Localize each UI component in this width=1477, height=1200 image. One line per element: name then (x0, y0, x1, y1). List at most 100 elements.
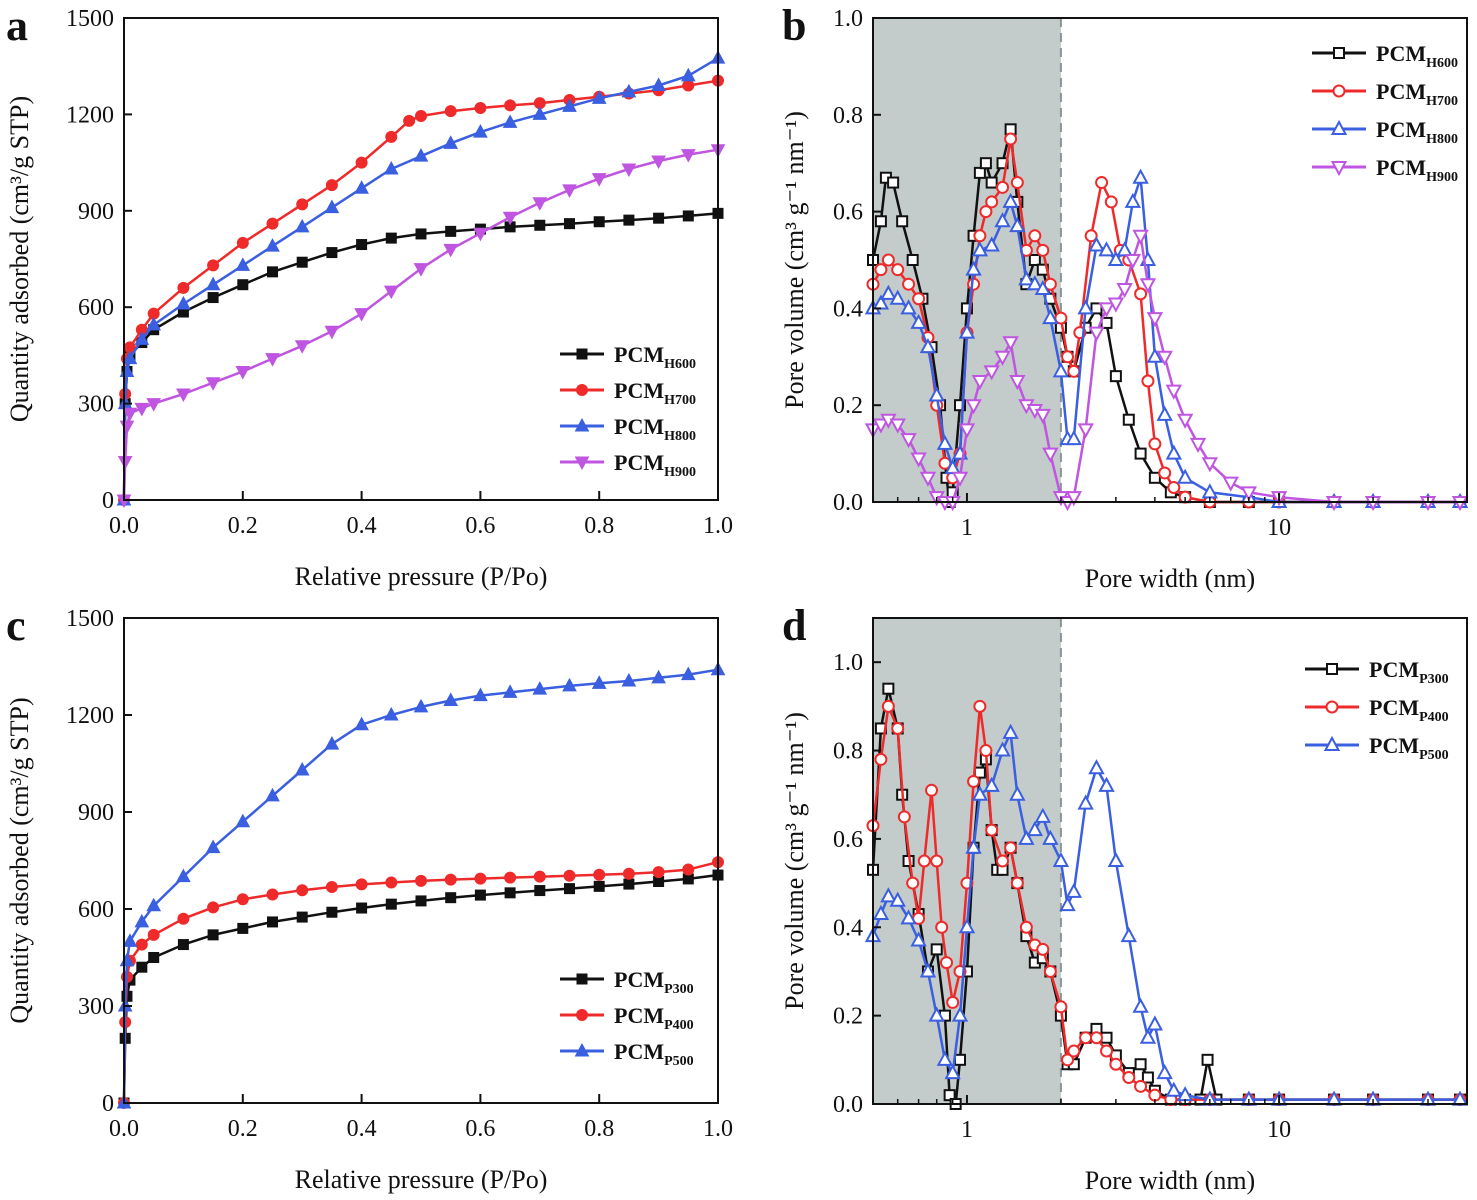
series-H800 (116, 50, 726, 506)
legend-marker (1330, 119, 1348, 135)
data-point (385, 130, 398, 143)
data-point (944, 1063, 961, 1080)
data-point (296, 198, 309, 211)
data-point (1146, 312, 1164, 328)
data-point (1116, 241, 1133, 257)
data-point (1042, 447, 1059, 463)
data-point (994, 741, 1011, 757)
data-point (1098, 241, 1115, 257)
data-point (504, 887, 516, 899)
data-point (403, 114, 416, 127)
data-point (1079, 1031, 1093, 1045)
data-point (236, 893, 249, 906)
series-P500 (864, 723, 1469, 1106)
data-point (385, 876, 398, 889)
data-point (1009, 375, 1026, 391)
panel-letter: b (782, 1, 806, 50)
data-point (906, 876, 920, 890)
data-point (1009, 217, 1026, 233)
data-point (1052, 851, 1070, 867)
data-point (1034, 807, 1051, 823)
data-point (623, 214, 635, 226)
data-point (1107, 297, 1125, 313)
legend: PCMP300 PCMP400 PCMP500 (1305, 657, 1449, 763)
panel-letter: d (782, 601, 806, 650)
data-point (682, 79, 695, 92)
legend-label: PCMP300 (614, 967, 694, 997)
y-tick-label: 900 (78, 800, 114, 826)
data-point (1134, 287, 1148, 301)
data-point (912, 292, 926, 306)
y-tick-label: 0.0 (833, 490, 863, 516)
x-tick-label: 0.4 (347, 1116, 377, 1142)
data-point (996, 854, 1010, 868)
data-point (415, 895, 427, 907)
data-point (146, 398, 162, 412)
legend-label: PCMH700 (1376, 79, 1458, 109)
y-axis-title: Quantity adsorbed (cm³/g STP) (5, 96, 34, 422)
series-P400 (118, 856, 724, 1109)
data-point (502, 211, 518, 226)
data-point (134, 913, 150, 928)
data-point (564, 218, 575, 230)
plot-frame (872, 617, 1468, 1105)
data-point (1148, 471, 1161, 484)
data-point (1088, 326, 1105, 342)
data-point (1002, 192, 1019, 208)
x-axis-title: Relative pressure (P/Po) (295, 562, 548, 591)
legend-item-H700: PCMH700 (1312, 79, 1458, 109)
data-point (1109, 1057, 1123, 1071)
series-H800 (864, 168, 1469, 508)
series-H700 (118, 74, 724, 506)
legend-marker (1333, 47, 1345, 59)
data-point (1156, 1063, 1173, 1080)
data-point (1036, 243, 1050, 257)
legend-label: PCMP400 (1369, 695, 1449, 725)
data-point (960, 302, 973, 315)
data-point (651, 155, 666, 170)
data-point (889, 418, 906, 434)
data-point (119, 420, 135, 435)
data-point (935, 920, 949, 934)
panel-c: 0 300 600 900 1200 1500 0.0 0.2 0.4 0.6 0.8 1.0 Rela… (5, 601, 733, 1194)
data-point (1077, 299, 1094, 315)
data-point (880, 887, 897, 903)
x-tick-label: 0.4 (347, 513, 377, 539)
x-axis-title: Pore width (nm) (1085, 564, 1255, 593)
data-point (623, 878, 635, 890)
data-point (1124, 192, 1142, 208)
data-point (1009, 785, 1026, 801)
data-point (593, 868, 606, 881)
data-point (1141, 374, 1155, 388)
data-point (294, 340, 310, 354)
data-point (1054, 1000, 1068, 1014)
legend-item-H700: PCMH700 (560, 378, 696, 408)
data-point (474, 872, 487, 885)
data-point (122, 350, 138, 365)
data-point (1134, 1079, 1148, 1093)
data-point (985, 176, 998, 189)
data-point (205, 839, 221, 854)
data-point (936, 1050, 954, 1066)
data-point (122, 407, 138, 422)
data-point (474, 101, 487, 114)
data-point (1165, 1081, 1183, 1097)
series-H900 (116, 144, 726, 509)
x-tick-label: 0.2 (228, 513, 258, 539)
data-point (207, 292, 219, 304)
data-point (1141, 1071, 1154, 1084)
panel-a: 0 300 600 900 1200 1500 0.0 0.2 0.4 0.6 0.8 1.0 Rela… (5, 1, 733, 591)
data-point (919, 338, 937, 354)
data-point (930, 943, 943, 956)
data-point (564, 883, 575, 895)
data-point (266, 888, 279, 901)
data-point (917, 854, 931, 868)
data-point (354, 716, 369, 731)
data-point (1104, 195, 1118, 209)
data-point (593, 880, 605, 892)
y-tick-label: 0.2 (833, 393, 863, 419)
data-point (965, 838, 982, 854)
data-point (504, 871, 517, 884)
data-point (355, 156, 368, 169)
x-tick-label: 1.0 (703, 513, 733, 539)
